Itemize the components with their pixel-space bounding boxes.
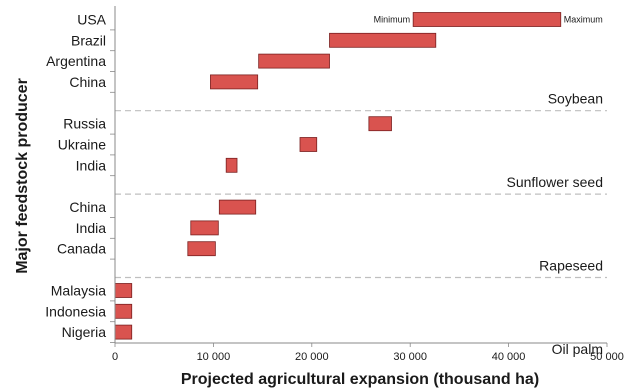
axes bbox=[114, 6, 607, 344]
group-label: Rapeseed bbox=[539, 258, 603, 274]
group-label: Oil palm bbox=[552, 341, 603, 357]
bars bbox=[114, 12, 562, 340]
category-label: Canada bbox=[57, 241, 106, 257]
x-tick-label: 20 000 bbox=[295, 351, 329, 363]
x-axis-title: Projected agricultural expansion (thousa… bbox=[181, 371, 539, 388]
range-bar bbox=[114, 324, 133, 340]
range-bar bbox=[412, 12, 562, 27]
x-tick-label: 10 000 bbox=[197, 351, 231, 363]
category-label: Malaysia bbox=[51, 283, 106, 299]
range-bar bbox=[190, 220, 219, 236]
range-bar bbox=[368, 116, 392, 132]
min-annotation: Minimum bbox=[374, 15, 411, 25]
range-bar bbox=[114, 283, 133, 298]
group-separators bbox=[115, 110, 607, 279]
category-labels: USA Brazil Argentina China Russia Ukraine Indi… bbox=[45, 12, 115, 343]
category-label: Nigeria bbox=[62, 324, 107, 340]
category-label: China bbox=[69, 74, 106, 90]
group-label: Sunflower seed bbox=[506, 174, 603, 190]
category-label: Ukraine bbox=[58, 137, 106, 153]
range-bar bbox=[218, 199, 257, 215]
x-tick-label: 50 000 bbox=[590, 351, 624, 363]
x-tick-label: 0 bbox=[112, 351, 118, 363]
x-tick-label: 30 000 bbox=[393, 351, 427, 363]
category-label: Brazil bbox=[71, 32, 106, 48]
range-bar bbox=[210, 74, 259, 90]
category-label: USA bbox=[77, 12, 106, 28]
range-bar bbox=[258, 53, 330, 69]
group-label: Soybean bbox=[548, 91, 603, 107]
range-bar bbox=[299, 137, 318, 152]
range-bar bbox=[329, 32, 437, 48]
max-annotation: Maximum bbox=[564, 15, 603, 25]
category-label: Russia bbox=[63, 116, 106, 132]
category-label: Argentina bbox=[46, 53, 106, 69]
category-label: India bbox=[76, 220, 107, 236]
range-bar bbox=[225, 157, 238, 173]
category-label: India bbox=[76, 157, 107, 173]
x-ticks: 0 10 000 20 000 30 000 40 000 50 000 bbox=[112, 343, 624, 363]
x-tick-label: 40 000 bbox=[492, 351, 526, 363]
category-label: China bbox=[69, 199, 106, 215]
category-label: Indonesia bbox=[45, 303, 106, 319]
y-axis-title: Major feedstock producer bbox=[14, 78, 31, 274]
range-bar bbox=[187, 241, 216, 257]
group-labels: Soybean Sunflower seed Rapeseed Oil palm bbox=[506, 91, 603, 357]
range-bar bbox=[114, 303, 133, 319]
